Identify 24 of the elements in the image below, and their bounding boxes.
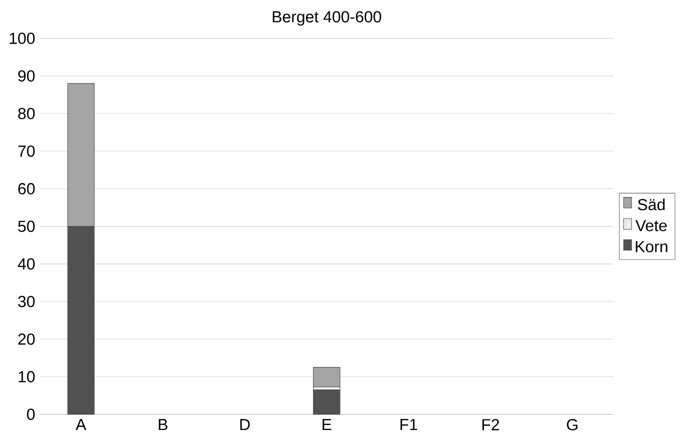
legend-label: Vete bbox=[635, 220, 667, 232]
y-tick-label: 60 bbox=[18, 183, 35, 194]
x-tick-label: B bbox=[158, 419, 168, 430]
y-tick-label: 10 bbox=[18, 371, 35, 382]
bar bbox=[313, 367, 340, 388]
legend-label: Säd bbox=[638, 198, 665, 210]
y-tick-label: 70 bbox=[18, 145, 35, 157]
y-tick-label: 50 bbox=[18, 220, 35, 232]
y-tick-label: 40 bbox=[18, 258, 35, 270]
x-tick-label: F2 bbox=[482, 419, 500, 430]
y-tick-label: 100 bbox=[10, 32, 35, 44]
y-tick-label: 80 bbox=[18, 108, 35, 120]
x-tick-label: D bbox=[240, 419, 250, 430]
x-tick-label: A bbox=[76, 419, 86, 430]
y-tick-label: 90 bbox=[18, 70, 35, 82]
x-tick-label: G bbox=[566, 419, 578, 430]
x-tick-label: F1 bbox=[400, 419, 418, 430]
y-tick-label: 20 bbox=[18, 333, 35, 345]
x-tick-label: E bbox=[322, 419, 332, 430]
bar bbox=[313, 390, 340, 415]
y-tick-label: 30 bbox=[18, 296, 35, 308]
y-tick-label: 0 bbox=[27, 408, 35, 420]
chart-title: Berget 400-600 bbox=[272, 11, 382, 26]
legend-label: Korn bbox=[636, 241, 668, 252]
